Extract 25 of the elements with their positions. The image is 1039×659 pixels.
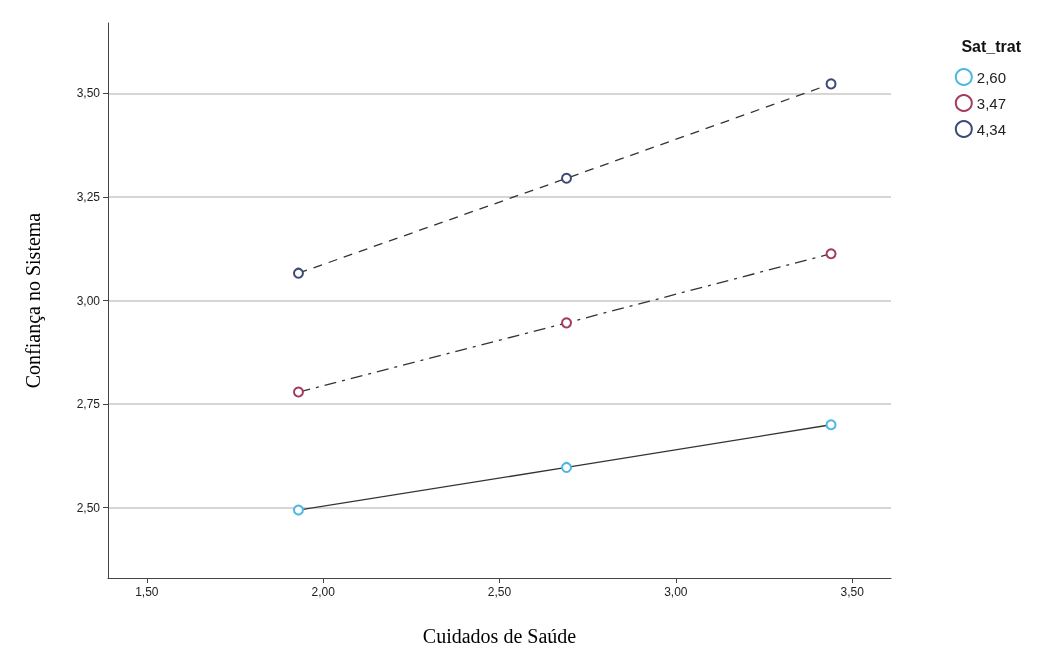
point: [825, 248, 837, 260]
y-tick-label: 3,00: [76, 293, 101, 308]
point: [825, 78, 837, 90]
point: [292, 267, 304, 279]
point: [561, 317, 573, 329]
x-tick-label: 2,00: [311, 585, 336, 599]
y-axis-title: Confiança no Sistema: [22, 212, 45, 389]
x-tick-label: 1,50: [135, 585, 159, 599]
legend-label: 3,47: [976, 94, 1007, 112]
x-tick-label: 2,50: [487, 585, 512, 599]
y-tick-label: 3,50: [76, 86, 101, 101]
legend-title: Sat_trat: [961, 37, 1022, 55]
point: [825, 419, 837, 431]
x-axis-title: Cuidados de Saúde: [422, 625, 577, 647]
point: [561, 172, 573, 184]
y-tick-label: 2,50: [76, 500, 101, 515]
point: [292, 504, 304, 516]
point: [561, 461, 573, 473]
x-tick-label: 3,50: [840, 585, 865, 599]
y-tick-label: 3,25: [76, 189, 101, 204]
x-tick-label: 3,00: [664, 585, 688, 599]
legend-label: 2,60: [976, 68, 1007, 86]
y-tick-label: 2,75: [76, 397, 101, 412]
legend-label: 4,34: [976, 120, 1007, 138]
point: [292, 386, 304, 398]
